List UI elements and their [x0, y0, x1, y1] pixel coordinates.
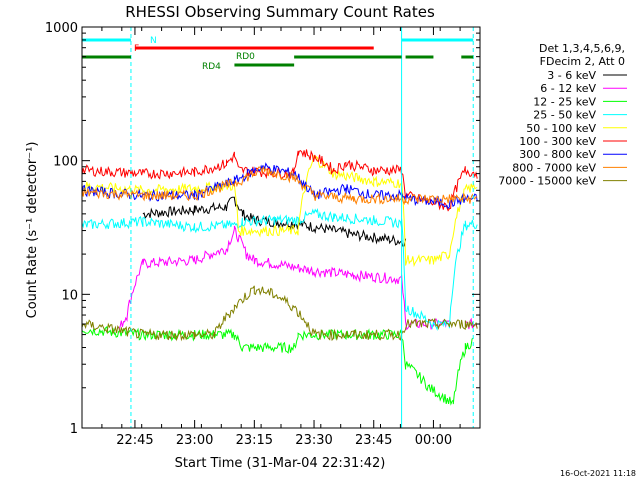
y-tick-label-3: 1000: [45, 21, 78, 36]
series-line-4: [81, 155, 478, 268]
x-tick-label-3: 23:30: [295, 433, 332, 448]
x-tick-label-5: 00:00: [415, 433, 452, 448]
series-line-6: [81, 162, 478, 210]
x-tick-label-2: 23:15: [236, 433, 273, 448]
flag-label-f: F: [134, 44, 139, 54]
series-line-7: [81, 166, 478, 206]
legend-label-0: 3 - 6 keV: [547, 69, 596, 82]
flag-label-rd0: RD0: [236, 52, 255, 62]
legend-label-4: 50 - 100 keV: [526, 122, 596, 135]
legend-header-2: FDecim 2, Att 0: [540, 55, 625, 68]
x-tick-label-0: 22:45: [116, 433, 153, 448]
legend-label-3: 25 - 50 keV: [533, 109, 596, 122]
series-line-8: [81, 285, 478, 342]
legend-label-6: 300 - 800 keV: [519, 148, 596, 161]
series-line-1: [118, 225, 478, 331]
series-line-5: [81, 149, 478, 212]
footer-date: 16-Oct-2021 11:18: [560, 469, 636, 478]
legend-label-5: 100 - 300 keV: [519, 135, 596, 148]
y-axis-label: Count Rate (s⁻¹ detector⁻¹): [25, 142, 40, 319]
flag-label-rd4: RD4: [202, 62, 221, 72]
legend-label-7: 800 - 7000 keV: [512, 161, 596, 174]
series-line-3: [81, 207, 478, 332]
plot-area: N F RD0 RD4: [81, 27, 478, 428]
legend-header-1: Det 1,3,4,5,6,9,: [539, 42, 625, 55]
axis-ticks: 1 10 100 1000 22:45 23:00 23:15 23:30 23:45 00:00: [45, 21, 480, 448]
series-line-2: [81, 325, 474, 406]
y-tick-label-0: 1: [70, 422, 78, 437]
legend-label-1: 6 - 12 keV: [540, 82, 596, 95]
series-line-0: [142, 196, 407, 247]
x-tick-label-1: 23:00: [176, 433, 213, 448]
flag-label-n: N: [150, 36, 157, 46]
x-axis-label: Start Time (31-Mar-04 22:31:42): [175, 456, 386, 471]
chart-title: RHESSI Observing Summary Count Rates: [125, 3, 435, 21]
y-tick-label-1: 10: [61, 288, 78, 303]
legend-label-2: 12 - 25 keV: [533, 95, 596, 108]
y-tick-label-2: 100: [53, 155, 78, 170]
x-tick-label-4: 23:45: [355, 433, 392, 448]
legend-label-8: 7000 - 15000 keV: [498, 175, 596, 188]
